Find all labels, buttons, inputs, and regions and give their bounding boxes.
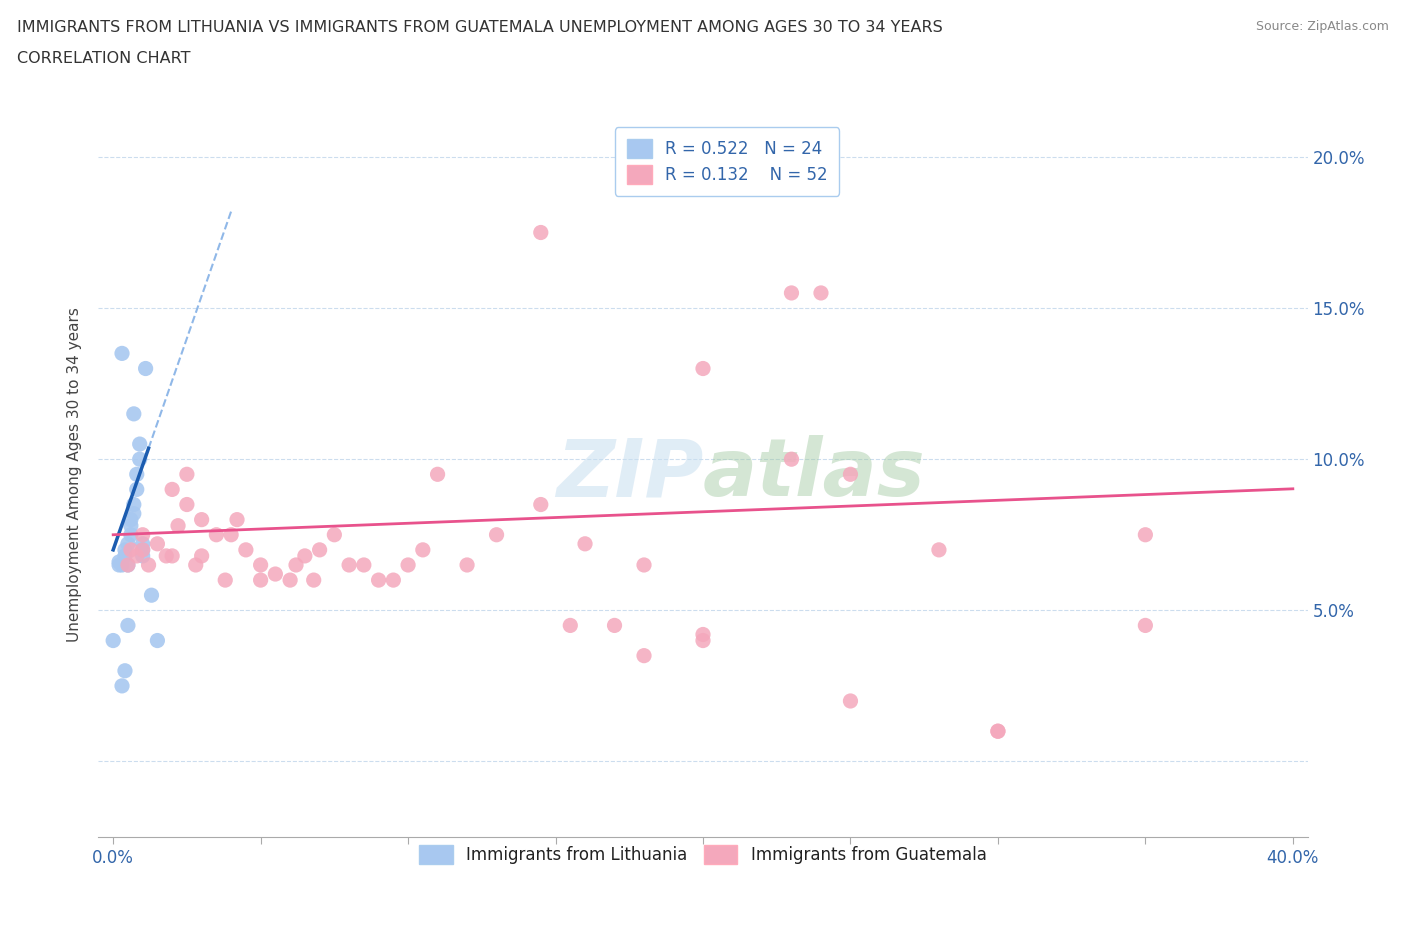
Point <box>120 518 142 533</box>
Point <box>308 542 330 557</box>
Point <box>146 633 169 648</box>
Point <box>155 549 177 564</box>
Point <box>120 527 142 542</box>
Point <box>249 573 271 588</box>
Point <box>1135 527 1157 542</box>
Point <box>249 558 271 573</box>
Point <box>574 537 596 551</box>
Point <box>323 527 346 542</box>
Point <box>214 573 236 588</box>
Point <box>117 558 139 573</box>
Point <box>839 467 862 482</box>
Point <box>122 406 145 421</box>
Point <box>603 618 626 633</box>
Point <box>1135 618 1157 633</box>
Y-axis label: Unemployment Among Ages 30 to 34 years: Unemployment Among Ages 30 to 34 years <box>67 307 83 642</box>
Point <box>633 558 655 573</box>
Point <box>219 527 242 542</box>
Point <box>810 286 832 300</box>
Text: CORRELATION CHART: CORRELATION CHART <box>17 51 190 66</box>
Point <box>131 527 153 542</box>
Point <box>426 467 449 482</box>
Point <box>987 724 1010 738</box>
Point <box>928 542 950 557</box>
Point <box>114 542 136 557</box>
Point <box>367 573 389 588</box>
Point <box>302 573 325 588</box>
Point <box>101 633 124 648</box>
Point <box>117 537 139 551</box>
Point <box>278 573 301 588</box>
Point <box>285 558 308 573</box>
Point <box>412 542 434 557</box>
Point <box>131 542 153 557</box>
Point <box>131 549 153 564</box>
Point <box>160 549 183 564</box>
Point <box>146 537 169 551</box>
Point <box>131 537 153 551</box>
Point <box>176 497 198 512</box>
Point <box>396 558 419 573</box>
Point <box>205 527 228 542</box>
Point <box>122 497 145 512</box>
Point <box>190 512 212 527</box>
Text: Source: ZipAtlas.com: Source: ZipAtlas.com <box>1256 20 1389 33</box>
Point <box>125 482 148 497</box>
Point <box>226 512 249 527</box>
Point <box>337 558 360 573</box>
Point <box>111 558 134 573</box>
Point <box>485 527 508 542</box>
Point <box>780 286 803 300</box>
Point <box>264 566 287 581</box>
Point <box>125 549 148 564</box>
Point <box>120 542 142 557</box>
Point <box>294 549 316 564</box>
Legend: Immigrants from Lithuania, Immigrants from Guatemala: Immigrants from Lithuania, Immigrants fr… <box>411 836 995 872</box>
Point <box>160 482 183 497</box>
Text: atlas: atlas <box>703 435 925 513</box>
Point <box>692 633 714 648</box>
Point <box>108 558 131 573</box>
Point <box>117 558 139 573</box>
Point <box>108 554 131 569</box>
Point <box>111 679 134 694</box>
Text: IMMIGRANTS FROM LITHUANIA VS IMMIGRANTS FROM GUATEMALA UNEMPLOYMENT AMONG AGES 3: IMMIGRANTS FROM LITHUANIA VS IMMIGRANTS … <box>17 20 942 35</box>
Point <box>176 467 198 482</box>
Point <box>131 542 153 557</box>
Point <box>128 452 150 467</box>
Point <box>382 573 405 588</box>
Point <box>839 694 862 709</box>
Point <box>353 558 375 573</box>
Point <box>141 588 163 603</box>
Point <box>780 452 803 467</box>
Point <box>114 663 136 678</box>
Point <box>530 497 553 512</box>
Point <box>120 512 142 527</box>
Point <box>111 346 134 361</box>
Point <box>633 648 655 663</box>
Point <box>456 558 478 573</box>
Point <box>560 618 582 633</box>
Text: ZIP: ZIP <box>555 435 703 513</box>
Point <box>128 437 150 452</box>
Point <box>692 361 714 376</box>
Point <box>235 542 257 557</box>
Point <box>530 225 553 240</box>
Point <box>114 549 136 564</box>
Point <box>117 618 139 633</box>
Point <box>190 549 212 564</box>
Point <box>138 558 160 573</box>
Point <box>987 724 1010 738</box>
Point <box>125 467 148 482</box>
Point <box>184 558 207 573</box>
Point <box>122 506 145 521</box>
Point <box>692 627 714 642</box>
Point <box>135 361 157 376</box>
Point <box>167 518 190 533</box>
